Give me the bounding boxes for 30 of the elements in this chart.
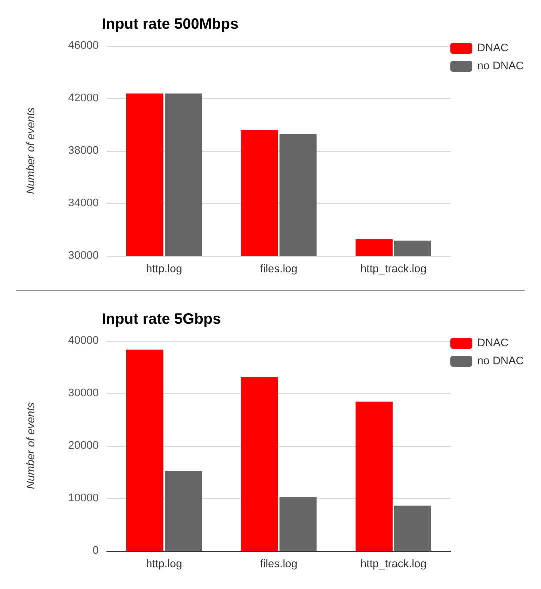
chart-title: Input rate 500Mbps: [102, 16, 239, 33]
x-tick-label: http.log: [146, 558, 182, 570]
bar: [356, 402, 393, 551]
y-tick-label: 40000: [68, 335, 99, 347]
legend-label: DNAC: [478, 338, 509, 350]
bar: [241, 377, 278, 551]
y-tick-label: 10000: [68, 492, 99, 504]
y-tick-label: 30000: [68, 250, 99, 262]
chart-title: Input rate 5Gbps: [102, 311, 222, 328]
bar: [280, 497, 317, 551]
y-tick-label: 0: [92, 545, 99, 557]
y-tick-label: 20000: [68, 440, 99, 452]
bar: [165, 471, 202, 551]
bar: [394, 506, 432, 551]
legend-label: no DNAC: [478, 356, 524, 368]
y-tick-label: 38000: [68, 145, 99, 157]
legend-label: DNAC: [478, 42, 509, 54]
x-tick-label: files.log: [260, 558, 298, 570]
x-tick-label: http.log: [146, 264, 182, 276]
y-axis-title: Number of events: [26, 107, 38, 194]
x-tick-label: files.log: [260, 264, 298, 276]
x-tick-label: http_track.log: [360, 264, 427, 276]
bar: [126, 350, 164, 551]
legend-label: no DNAC: [478, 60, 524, 72]
y-tick-label: 46000: [68, 40, 99, 52]
y-tick-label: 34000: [68, 198, 99, 210]
y-tick-label: 42000: [68, 92, 99, 104]
x-tick-label: http_track.log: [360, 558, 427, 570]
y-axis-title: Number of events: [26, 402, 38, 490]
y-tick-label: 30000: [68, 388, 99, 400]
